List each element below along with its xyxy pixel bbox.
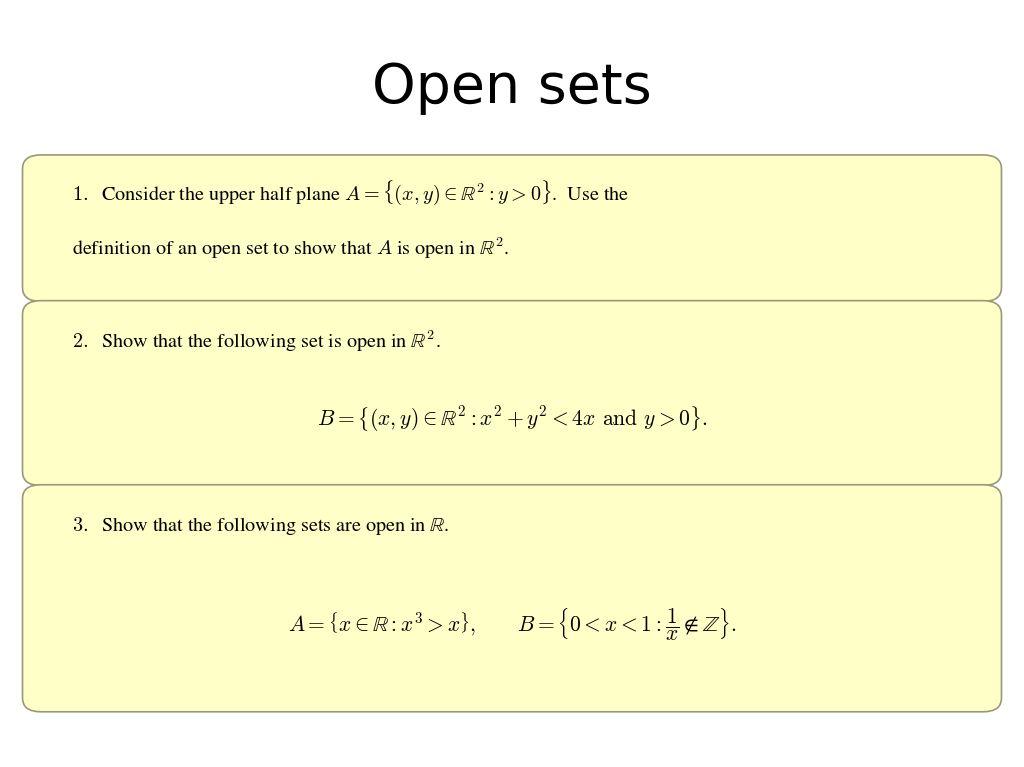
FancyBboxPatch shape [23, 485, 1001, 712]
Text: $A = \left\{x \in \mathbb{R} : x^3 > x\right\}, \qquad B = \left\{0 < x < 1 : \d: $A = \left\{x \in \mathbb{R} : x^3 > x\r… [288, 606, 736, 642]
Text: $B = \left\{(x,y) \in \mathbb{R}^2 : x^2 + y^2 < 4x \text{ and } y > 0\right\}.$: $B = \left\{(x,y) \in \mathbb{R}^2 : x^2… [316, 404, 708, 433]
FancyBboxPatch shape [23, 155, 1001, 301]
Text: definition of an open set to show that $A$ is open in $\mathbb{R}^2$.: definition of an open set to show that $… [72, 235, 509, 261]
Text: Open sets: Open sets [372, 61, 652, 115]
Text: $\mathbf{2.}$  Show that the following set is open in $\mathbb{R}^2$.: $\mathbf{2.}$ Show that the following se… [72, 328, 440, 354]
Text: $\mathbf{1.}$  Consider the upper half plane $A = \{(x,y) \in \mathbb{R}^2 : y >: $\mathbf{1.}$ Consider the upper half pl… [72, 178, 629, 206]
FancyBboxPatch shape [23, 301, 1001, 486]
Text: $\mathbf{3.}$  Show that the following sets are open in $\mathbb{R}$.: $\mathbf{3.}$ Show that the following se… [72, 515, 450, 536]
